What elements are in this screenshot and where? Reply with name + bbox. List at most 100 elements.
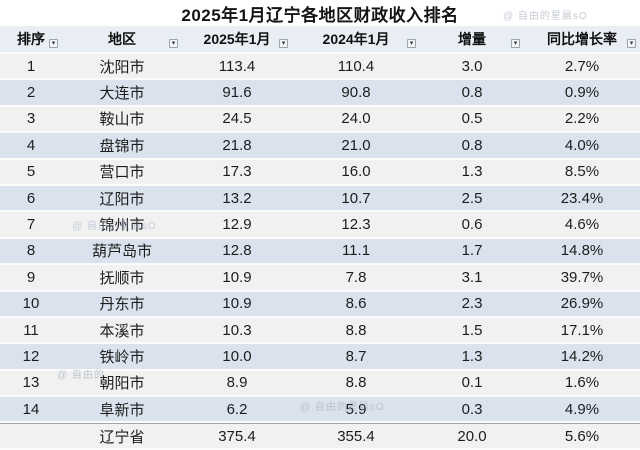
value-2024-cell[interactable]: 24.0: [341, 110, 371, 128]
rank-cell[interactable]: 8: [26, 242, 36, 260]
value-2025-cell[interactable]: 10.3: [222, 321, 252, 339]
growth-cell[interactable]: 39.7%: [560, 268, 604, 286]
rank-cell[interactable]: 14: [22, 400, 40, 418]
rank-cell[interactable]: 6: [26, 189, 36, 207]
rank-cell[interactable]: 4: [26, 136, 36, 154]
region-cell[interactable]: 辽阳市: [99, 190, 145, 208]
rank-cell[interactable]: 12: [22, 347, 40, 365]
delta-cell[interactable]: 1.5: [461, 321, 483, 339]
value-2024-cell[interactable]: 11.1: [341, 242, 371, 260]
value-2024-cell[interactable]: 8.7: [345, 347, 367, 365]
value-2025-cell[interactable]: 24.5: [222, 110, 252, 128]
region-cell[interactable]: 本溪市: [99, 322, 145, 340]
region-cell[interactable]: 沈阳市: [99, 58, 145, 76]
total-value-2025-cell[interactable]: 375.4: [218, 427, 256, 445]
total-region-cell[interactable]: 辽宁省: [99, 428, 145, 446]
delta-cell[interactable]: 0.8: [461, 136, 483, 154]
value-2025-cell[interactable]: 10.9: [222, 295, 252, 313]
growth-cell[interactable]: 1.6%: [564, 374, 600, 392]
value-2024-cell[interactable]: 21.0: [341, 136, 371, 154]
growth-cell[interactable]: 4.6%: [564, 216, 600, 234]
column-header-region[interactable]: 地区 ▾: [62, 26, 182, 52]
delta-cell[interactable]: 1.3: [461, 163, 483, 181]
delta-cell[interactable]: 0.8: [461, 84, 483, 102]
delta-cell[interactable]: 3.1: [461, 268, 483, 286]
growth-cell[interactable]: 23.4%: [560, 189, 604, 207]
region-cell[interactable]: 鞍山市: [99, 111, 145, 129]
filter-dropdown-icon[interactable]: ▾: [169, 39, 178, 48]
value-2024-cell[interactable]: 90.8: [341, 84, 371, 102]
delta-cell[interactable]: 1.3: [461, 347, 483, 365]
column-header-value-2025[interactable]: 2025年1月 ▾: [182, 26, 292, 52]
region-cell[interactable]: 锦州市: [99, 217, 145, 235]
rank-cell[interactable]: 10: [22, 295, 40, 313]
delta-cell[interactable]: 0.5: [461, 110, 483, 128]
value-2024-cell[interactable]: 10.7: [341, 189, 371, 207]
column-header-rank[interactable]: 排序 ▾: [0, 26, 62, 52]
value-2025-cell[interactable]: 13.2: [222, 189, 252, 207]
region-cell[interactable]: 大连市: [99, 85, 145, 103]
rank-cell[interactable]: 7: [26, 216, 36, 234]
column-header-growth[interactable]: 同比增长率 ▾: [524, 26, 640, 52]
value-2025-cell[interactable]: 12.9: [222, 216, 252, 234]
filter-dropdown-icon[interactable]: ▾: [627, 39, 636, 48]
value-2024-cell[interactable]: 16.0: [341, 163, 371, 181]
filter-dropdown-icon[interactable]: ▾: [279, 39, 288, 48]
growth-cell[interactable]: 2.2%: [564, 110, 600, 128]
delta-cell[interactable]: 2.3: [461, 295, 483, 313]
column-header-value-2024[interactable]: 2024年1月 ▾: [292, 26, 420, 52]
delta-cell[interactable]: 2.5: [461, 189, 483, 207]
rank-cell[interactable]: 11: [23, 321, 39, 339]
region-cell[interactable]: 朝阳市: [99, 375, 145, 393]
value-2024-cell[interactable]: 110.4: [337, 57, 375, 75]
region-cell[interactable]: 营口市: [99, 164, 145, 182]
value-2025-cell[interactable]: 8.9: [226, 374, 248, 392]
value-2025-cell[interactable]: 21.8: [222, 136, 252, 154]
delta-cell[interactable]: 0.3: [461, 400, 483, 418]
region-cell[interactable]: 阜新市: [99, 401, 145, 419]
rank-cell[interactable]: 13: [22, 374, 40, 392]
rank-cell[interactable]: 3: [26, 110, 36, 128]
growth-cell[interactable]: 17.1%: [560, 321, 604, 339]
filter-dropdown-icon[interactable]: ▾: [511, 39, 520, 48]
total-growth-cell[interactable]: 5.6%: [564, 427, 600, 445]
value-2025-cell[interactable]: 91.6: [222, 84, 252, 102]
filter-dropdown-icon[interactable]: ▾: [49, 39, 58, 48]
growth-cell[interactable]: 8.5%: [564, 163, 600, 181]
column-header-delta[interactable]: 增量 ▾: [420, 26, 524, 52]
value-2025-cell[interactable]: 113.4: [218, 57, 256, 75]
growth-cell[interactable]: 26.9%: [560, 295, 604, 313]
delta-cell[interactable]: 0.6: [461, 216, 483, 234]
value-2025-cell[interactable]: 10.0: [222, 347, 252, 365]
total-delta-cell[interactable]: 20.0: [457, 427, 487, 445]
value-2024-cell[interactable]: 8.6: [345, 295, 367, 313]
delta-cell[interactable]: 1.7: [461, 242, 483, 260]
value-2024-cell[interactable]: 7.8: [345, 268, 367, 286]
value-2024-cell[interactable]: 8.8: [345, 321, 367, 339]
growth-cell[interactable]: 2.7%: [564, 57, 600, 75]
delta-cell[interactable]: 0.1: [461, 374, 483, 392]
growth-cell[interactable]: 0.9%: [564, 84, 600, 102]
region-cell[interactable]: 抚顺市: [99, 269, 145, 287]
value-2024-cell[interactable]: 8.8: [345, 374, 367, 392]
rank-cell[interactable]: 2: [26, 84, 36, 102]
total-value-2024-cell[interactable]: 355.4: [337, 427, 375, 445]
region-cell[interactable]: 盘锦市: [99, 137, 145, 155]
value-2025-cell[interactable]: 17.3: [222, 163, 252, 181]
filter-dropdown-icon[interactable]: ▾: [407, 39, 416, 48]
rank-cell[interactable]: 1: [26, 57, 36, 75]
region-cell[interactable]: 铁岭市: [99, 348, 145, 366]
value-2024-cell[interactable]: 5.9: [345, 400, 367, 418]
value-2025-cell[interactable]: 12.8: [222, 242, 252, 260]
growth-cell[interactable]: 14.2%: [560, 347, 604, 365]
growth-cell[interactable]: 4.0%: [564, 136, 600, 154]
value-2025-cell[interactable]: 10.9: [222, 268, 252, 286]
value-2024-cell[interactable]: 12.3: [341, 216, 371, 234]
region-cell[interactable]: 丹东市: [99, 296, 145, 314]
rank-cell[interactable]: 9: [26, 268, 36, 286]
value-2025-cell[interactable]: 6.2: [226, 400, 248, 418]
growth-cell[interactable]: 14.8%: [560, 242, 604, 260]
delta-cell[interactable]: 3.0: [461, 57, 483, 75]
region-cell[interactable]: 葫芦岛市: [91, 243, 152, 261]
growth-cell[interactable]: 4.9%: [564, 400, 600, 418]
